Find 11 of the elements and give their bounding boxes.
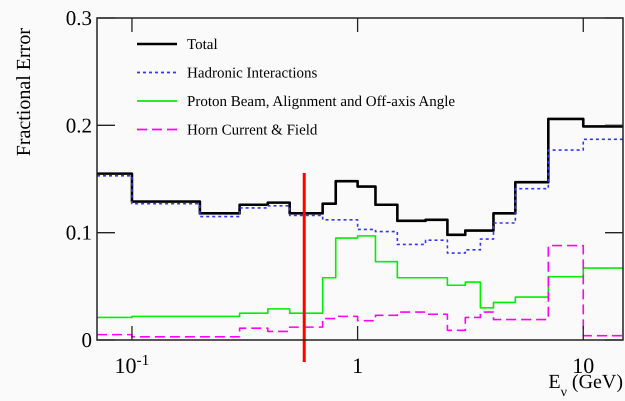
legend-label: Hadronic Interactions: [187, 66, 318, 82]
x-tick-label: 10$^{-1}$: [114, 352, 150, 378]
legend-label: Total: [187, 37, 218, 53]
y-tick-label: 0.3: [66, 6, 92, 30]
x-tick-label: 1: [352, 353, 364, 378]
y-tick-label: 0.1: [66, 220, 92, 245]
y-tick-label: 0: [82, 328, 92, 352]
legend-label: Horn Current & Field: [187, 122, 318, 138]
y-tick-label: 0.2: [66, 113, 92, 138]
legend-label: Proton Beam, Alignment and Off-axis Angle: [187, 94, 456, 110]
y-axis-title: Fractional Error: [13, 28, 35, 156]
